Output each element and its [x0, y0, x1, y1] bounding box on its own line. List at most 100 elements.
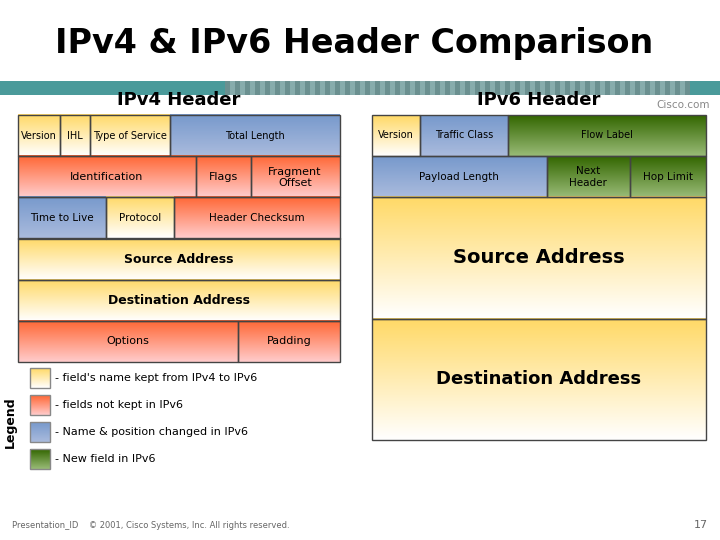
Bar	[360, 81, 365, 95]
Bar	[174, 197, 340, 239]
Bar	[310, 81, 315, 95]
Text: Traffic Class: Traffic Class	[435, 131, 493, 140]
Text: Fragment: Fragment	[269, 167, 322, 177]
Text: Options: Options	[107, 336, 150, 347]
Bar	[620, 81, 625, 95]
Bar	[555, 81, 560, 95]
Bar	[460, 81, 465, 95]
Bar	[18, 239, 340, 280]
Text: Identification: Identification	[71, 172, 144, 182]
Bar	[230, 81, 235, 95]
Text: - field's name kept from IPv4 to IPv6: - field's name kept from IPv4 to IPv6	[55, 373, 257, 383]
Bar	[500, 81, 505, 95]
Bar	[305, 81, 310, 95]
Bar	[508, 115, 706, 156]
Text: Protocol: Protocol	[119, 213, 161, 223]
Bar	[370, 81, 375, 95]
Bar	[685, 81, 690, 95]
Bar	[445, 81, 450, 95]
Bar	[455, 81, 460, 95]
Text: Legend: Legend	[4, 396, 17, 448]
Bar	[480, 81, 485, 95]
Bar	[515, 81, 520, 95]
Bar	[372, 115, 420, 156]
Bar	[595, 81, 600, 95]
Bar	[320, 81, 325, 95]
Bar	[260, 81, 265, 95]
Bar	[60, 115, 90, 156]
Bar	[238, 321, 340, 362]
Bar	[106, 197, 174, 239]
Bar	[630, 81, 635, 95]
Bar	[660, 81, 665, 95]
Bar	[405, 81, 410, 95]
Text: Destination Address: Destination Address	[108, 294, 250, 307]
Text: Flow Label: Flow Label	[581, 131, 633, 140]
Bar	[490, 81, 495, 95]
Text: Payload Length: Payload Length	[419, 172, 499, 181]
Bar	[640, 81, 645, 95]
Bar	[265, 81, 270, 95]
Bar	[580, 81, 585, 95]
Bar	[372, 156, 547, 197]
Bar	[547, 156, 630, 197]
Bar	[645, 81, 650, 95]
Bar	[250, 81, 255, 95]
Bar	[530, 81, 535, 95]
Bar	[415, 81, 420, 95]
Bar	[375, 81, 380, 95]
Text: Destination Address: Destination Address	[436, 370, 642, 388]
Bar	[650, 81, 655, 95]
Bar	[615, 81, 620, 95]
Bar	[170, 115, 340, 156]
Bar	[410, 81, 415, 95]
Bar	[251, 156, 340, 197]
Text: IPv4 & IPv6 Header Comparison: IPv4 & IPv6 Header Comparison	[55, 26, 653, 59]
Text: Header Checksum: Header Checksum	[210, 213, 305, 223]
Bar	[675, 81, 680, 95]
Bar	[372, 319, 706, 440]
Text: Header: Header	[569, 178, 607, 187]
Bar	[655, 81, 660, 95]
Bar	[30, 422, 50, 442]
Text: - New field in IPv6: - New field in IPv6	[55, 454, 156, 464]
Bar	[335, 81, 340, 95]
Bar	[340, 81, 345, 95]
Text: - Name & position changed in IPv6: - Name & position changed in IPv6	[55, 427, 248, 437]
Text: Offset: Offset	[278, 178, 312, 188]
Bar	[525, 81, 530, 95]
Text: IHL: IHL	[67, 131, 83, 140]
Bar	[315, 81, 320, 95]
Bar	[30, 449, 50, 469]
Bar	[425, 81, 430, 95]
Text: Version: Version	[378, 131, 414, 140]
Bar	[665, 81, 670, 95]
Bar	[196, 156, 251, 197]
Text: Cisco.com: Cisco.com	[657, 100, 710, 110]
Bar	[625, 81, 630, 95]
Bar	[560, 81, 565, 95]
Bar	[30, 395, 50, 415]
Bar	[372, 197, 706, 319]
Bar	[355, 81, 360, 95]
Bar	[365, 81, 370, 95]
Bar	[350, 81, 355, 95]
Bar	[330, 81, 335, 95]
Bar	[510, 81, 515, 95]
Bar	[18, 115, 60, 156]
Bar	[18, 321, 238, 362]
Bar	[435, 81, 440, 95]
Bar	[585, 81, 590, 95]
Bar	[18, 197, 106, 239]
Bar	[395, 81, 400, 95]
Bar	[505, 81, 510, 95]
Bar	[420, 115, 508, 156]
Bar	[575, 81, 580, 95]
Bar	[670, 81, 675, 95]
Text: Version: Version	[21, 131, 57, 140]
Bar	[420, 81, 425, 95]
Bar	[680, 81, 685, 95]
Text: Next: Next	[576, 166, 600, 177]
Bar	[225, 81, 230, 95]
Bar	[470, 81, 475, 95]
